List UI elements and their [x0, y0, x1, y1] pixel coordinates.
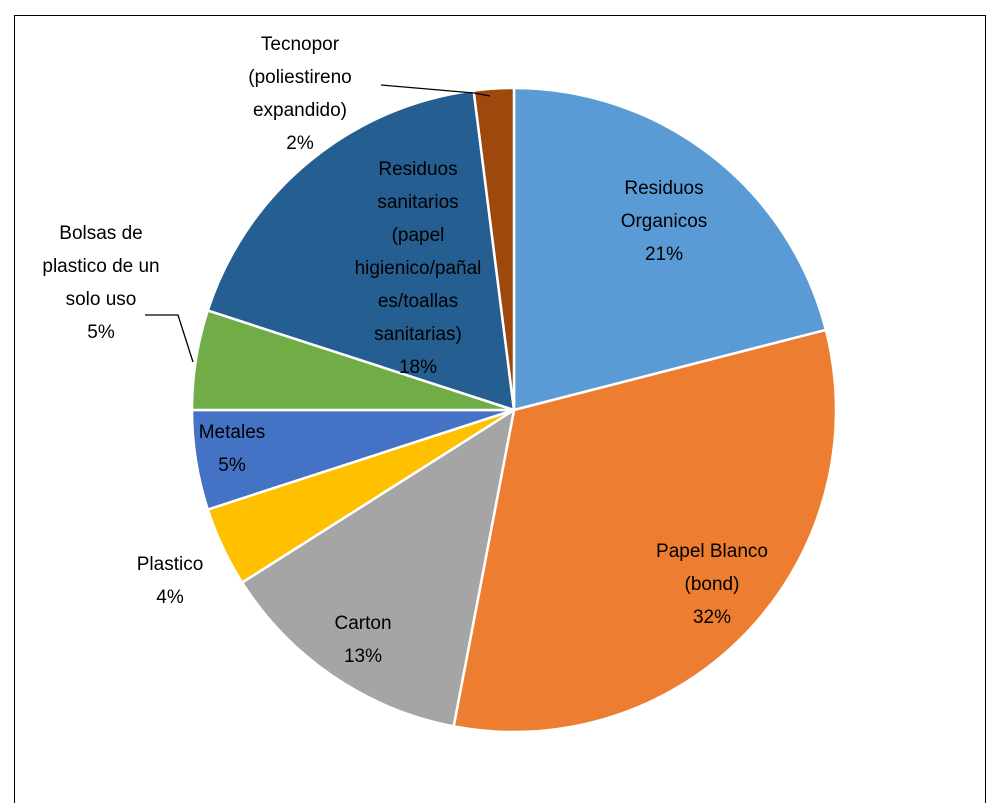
slice-label-line: 21%	[645, 244, 683, 265]
slice-label-line: 5%	[87, 322, 115, 343]
slice-label-line: 18%	[399, 357, 437, 378]
slice-label-line: plastico de un	[42, 256, 159, 277]
slice-label-line: expandido)	[253, 100, 347, 121]
slice-label-tecnopor-poliestireno-expandido: Tecnopor (poliestireno expandido) 2%	[248, 34, 352, 154]
slice-label-line: 4%	[156, 587, 184, 608]
slice-label-line: higienico/pañal	[355, 258, 482, 279]
slice-label-residuos-organicos: Residuos Organicos 21%	[621, 178, 708, 265]
slice-label-line: (bond)	[685, 574, 740, 595]
leader-line-bolsas-de-plastico-de-un-solo-uso	[145, 314, 194, 363]
labels-layer: Residuos Organicos 21% Papel Blanco (bond) 32…	[42, 34, 768, 667]
slice-label-line: sanitarias)	[374, 324, 462, 345]
pie-slice-tecnopor-poliestireno-expandido	[472, 86, 516, 412]
pie-slice-papel-blanco-bond	[452, 328, 838, 734]
slice-label-line: Residuos	[378, 159, 457, 180]
slice-label-line: Tecnopor	[261, 34, 340, 55]
leader-line-tecnopor-poliestireno-expandido	[380, 84, 491, 97]
slice-label-line: 5%	[218, 455, 246, 476]
slice-label-carton: Carton 13%	[334, 613, 391, 667]
slice-label-line: Metales	[199, 422, 266, 443]
slice-label-line: Organicos	[621, 211, 708, 232]
slice-label-residuos-sanitarios-papel-higienico-panales-toallas-sanitarias: Residuos sanitarios (papel higienico/pañal e…	[355, 159, 482, 378]
slice-label-line: Residuos	[624, 178, 703, 199]
slice-label-line: 32%	[693, 607, 731, 628]
slice-label-line: (papel	[392, 225, 445, 246]
slice-label-bolsas-de-plastico-de-un-solo-uso: Bolsas de plastico de un solo uso 5%	[42, 223, 159, 343]
slices-layer	[190, 86, 838, 734]
slice-label-line: es/toallas	[378, 291, 458, 312]
slice-label-line: Bolsas de	[59, 223, 142, 244]
slice-label-line: Carton	[334, 613, 391, 634]
slice-label-plastico: Plastico 4%	[137, 554, 204, 608]
slice-label-line: sanitarios	[377, 192, 458, 213]
pie-slice-carton	[240, 408, 516, 728]
slice-label-line: Papel Blanco	[656, 541, 768, 562]
slice-label-line: solo uso	[66, 289, 137, 310]
pie-slice-residuos-sanitarios-papel-higienico-panales-toallas-sanitarias	[206, 89, 516, 412]
leader-lines-layer	[145, 84, 491, 363]
slice-label-line: Plastico	[137, 554, 204, 575]
slice-label-papel-blanco-bond: Papel Blanco (bond) 32%	[656, 541, 768, 628]
slice-label-metales: Metales 5%	[199, 422, 266, 476]
chart-area: Residuos Organicos 21% Papel Blanco (bond) 32…	[14, 15, 986, 803]
slice-label-line: (poliestireno	[248, 67, 352, 88]
pie-slice-residuos-organicos	[512, 86, 828, 412]
slice-label-line: 2%	[286, 133, 314, 154]
slice-label-line: 13%	[344, 646, 382, 667]
pie-chart: Residuos Organicos 21% Papel Blanco (bond) 32…	[42, 34, 838, 734]
